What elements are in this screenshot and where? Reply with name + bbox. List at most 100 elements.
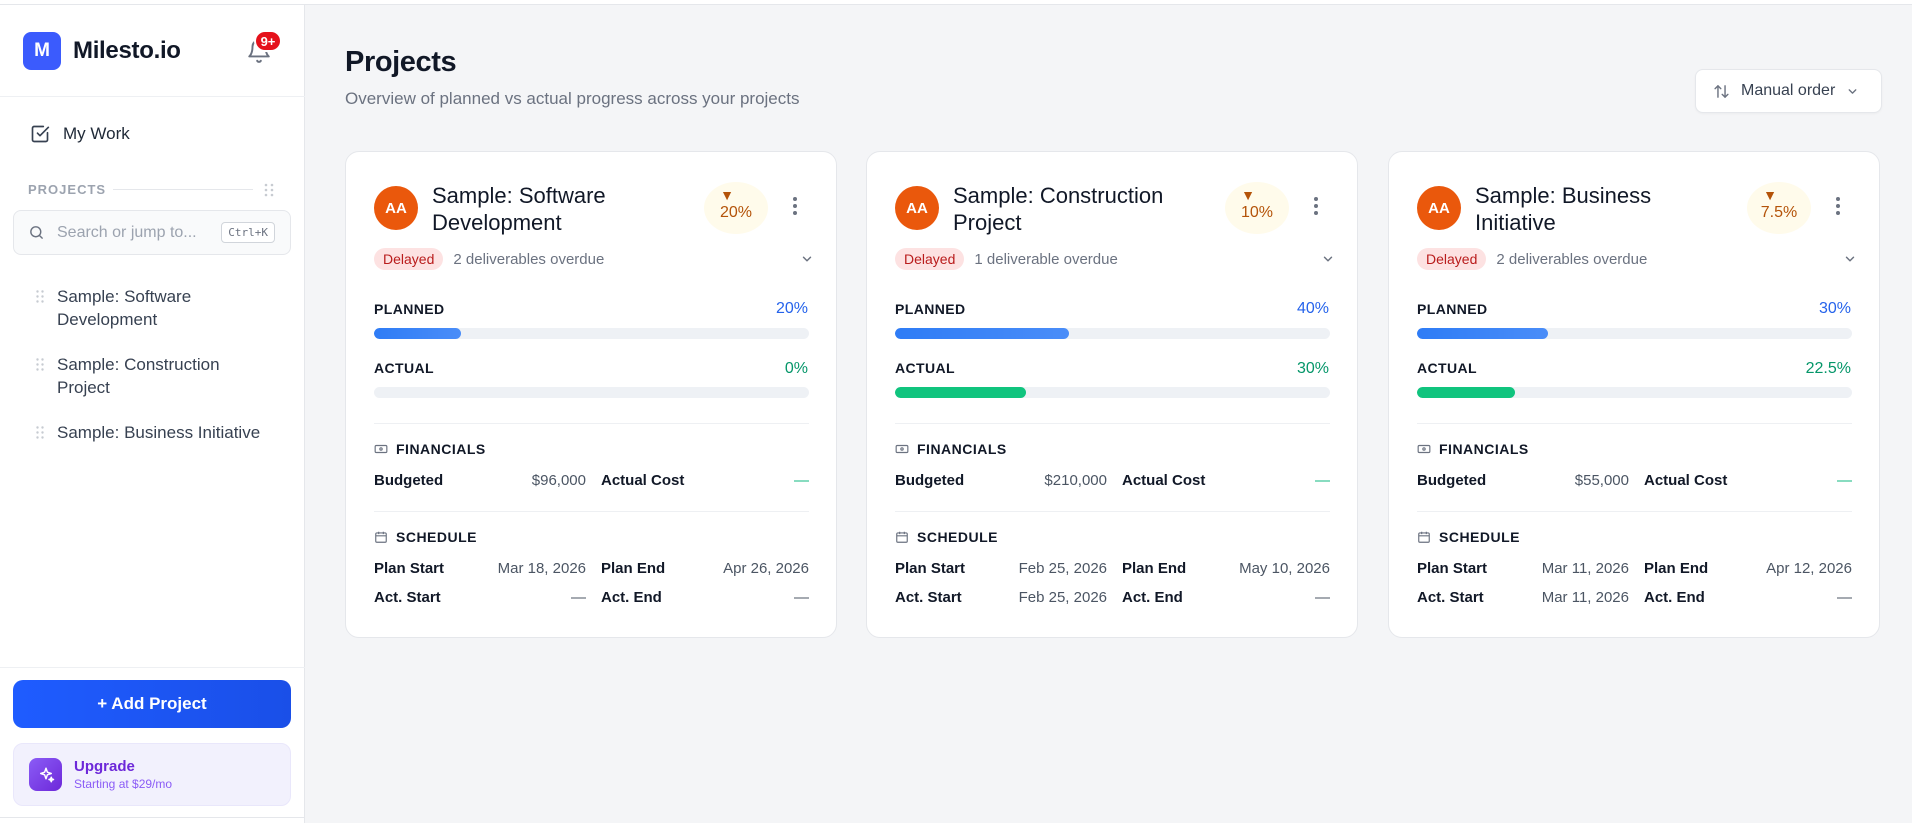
actual-cost-label: Actual Cost <box>1122 472 1206 489</box>
banknote-icon <box>895 444 909 454</box>
variance-indicator: ▼ 20% <box>704 182 768 234</box>
chevron-down-icon[interactable] <box>1321 252 1335 266</box>
budgeted-value: $96,000 <box>531 472 586 489</box>
act-end-label: Act. End <box>1122 589 1183 606</box>
variance-value: 20% <box>719 204 753 221</box>
act-end-label: Act. End <box>601 589 662 606</box>
drag-handle-icon[interactable] <box>36 290 44 303</box>
drag-handle-icon[interactable] <box>264 183 274 197</box>
sort-order-dropdown[interactable]: Manual order <box>1695 69 1882 113</box>
actual-progress-bar <box>895 387 1330 398</box>
divider <box>0 96 305 97</box>
sidebar-item-label: Sample: Software <box>57 287 192 306</box>
actual-cost-value: — <box>1315 472 1330 489</box>
sort-arrows-icon <box>1714 84 1729 98</box>
budgeted-value: $210,000 <box>1044 472 1107 489</box>
schedule-title: SCHEDULE <box>396 529 478 545</box>
drag-handle-icon[interactable] <box>36 426 44 439</box>
nav-my-work[interactable]: My Work <box>30 124 130 144</box>
more-vertical-icon[interactable] <box>1835 196 1841 216</box>
budgeted-value: $55,000 <box>1574 472 1629 489</box>
project-card[interactable]: AA Sample: Construction Project ▼ 10% De… <box>866 151 1358 638</box>
act-end-value: — <box>1315 589 1330 606</box>
brand[interactable]: M Milesto.io <box>23 32 181 70</box>
calendar-icon <box>896 531 908 543</box>
avatar-initials: AA <box>1428 199 1450 217</box>
sidebar-item-construction-project[interactable]: Sample: Construction Project <box>36 353 220 399</box>
schedule-title: SCHEDULE <box>917 529 999 545</box>
sidebar-item-label: Project <box>57 378 110 397</box>
schedule-heading: SCHEDULE <box>895 529 998 545</box>
chevron-down-icon[interactable] <box>1843 252 1857 266</box>
actual-value: 22.5% <box>1805 360 1851 377</box>
project-title[interactable]: Sample: Construction Project <box>953 182 1223 236</box>
act-end-value: — <box>794 589 809 606</box>
drag-handle-icon[interactable] <box>36 358 44 371</box>
upgrade-card[interactable]: Upgrade Starting at $29/mo <box>13 743 291 806</box>
actual-progress-fill <box>895 387 1026 398</box>
more-vertical-icon[interactable] <box>1313 196 1319 216</box>
divider <box>374 423 809 424</box>
divider <box>1417 511 1852 512</box>
status-row[interactable]: Delayed 2 deliverables overdue <box>1417 248 1857 270</box>
project-card[interactable]: AA Sample: Software Development ▼ 20% De… <box>345 151 837 638</box>
avatar[interactable]: AA <box>1417 186 1461 230</box>
calendar-icon <box>1418 531 1430 543</box>
act-start-value: — <box>571 589 586 606</box>
planned-progress-bar <box>374 328 809 339</box>
project-title-line: Initiative <box>1475 210 1556 235</box>
avatar-initials: AA <box>385 199 407 217</box>
overdue-text: 1 deliverable overdue <box>974 250 1118 268</box>
plan-start-label: Plan Start <box>374 560 445 577</box>
divider <box>895 423 1330 424</box>
sidebar-item-label: Development <box>57 310 158 329</box>
actual-label: ACTUAL <box>374 360 434 376</box>
sidebar-item-business-initiative[interactable]: Sample: Business Initiative <box>36 421 260 444</box>
project-title-line: Sample: Business <box>1475 183 1652 208</box>
upgrade-subtitle: Starting at $29/mo <box>74 777 173 791</box>
act-end-label: Act. End <box>1644 589 1705 606</box>
act-start-value: Mar 11, 2026 <box>1541 589 1629 606</box>
projects-heading: PROJECTS <box>28 182 107 197</box>
chevron-down-icon[interactable] <box>800 252 814 266</box>
divider <box>1417 423 1852 424</box>
project-title-line: Sample: Construction <box>953 183 1164 208</box>
avatar[interactable]: AA <box>895 186 939 230</box>
variance-value: 7.5% <box>1760 204 1798 221</box>
divider <box>0 817 305 818</box>
actual-label: ACTUAL <box>895 360 955 376</box>
page-subtitle: Overview of planned vs actual progress a… <box>345 89 800 108</box>
status-badge: Delayed <box>1417 248 1487 270</box>
sidebar-item-software-development[interactable]: Sample: Software Development <box>36 285 191 331</box>
calendar-icon <box>375 531 387 543</box>
project-title[interactable]: Sample: Business Initiative <box>1475 182 1745 236</box>
actual-progress-fill <box>1417 387 1515 398</box>
chevron-down-icon <box>1848 88 1857 94</box>
search-input[interactable]: Search or jump to... Ctrl+K <box>13 210 291 255</box>
sparkles-icon <box>29 758 62 791</box>
search-icon <box>30 226 43 239</box>
status-badge: Delayed <box>374 248 444 270</box>
planned-progress-fill <box>895 328 1069 339</box>
actual-cost-value: — <box>794 472 809 489</box>
project-title[interactable]: Sample: Software Development <box>432 182 702 236</box>
plan-start-value: Mar 18, 2026 <box>497 560 586 577</box>
plan-end-label: Plan End <box>601 560 666 577</box>
avatar[interactable]: AA <box>374 186 418 230</box>
divider <box>113 189 253 190</box>
planned-progress-bar <box>895 328 1330 339</box>
add-project-button[interactable]: + Add Project <box>13 680 291 728</box>
plan-end-value: Apr 12, 2026 <box>1766 560 1852 577</box>
more-vertical-icon[interactable] <box>792 196 798 216</box>
project-card[interactable]: AA Sample: Business Initiative ▼ 7.5% De… <box>1388 151 1880 638</box>
top-border <box>0 0 1912 5</box>
status-row[interactable]: Delayed 1 deliverable overdue <box>895 248 1335 270</box>
overdue-text: 2 deliverables overdue <box>1496 250 1648 268</box>
triangle-down-icon: ▼ <box>720 187 734 203</box>
financials-title: FINANCIALS <box>917 441 1007 457</box>
project-title-line: Project <box>953 210 1022 235</box>
act-start-label: Act. Start <box>1417 589 1484 606</box>
plan-start-label: Plan Start <box>1417 560 1488 577</box>
status-row[interactable]: Delayed 2 deliverables overdue <box>374 248 814 270</box>
overdue-text: 2 deliverables overdue <box>453 250 605 268</box>
